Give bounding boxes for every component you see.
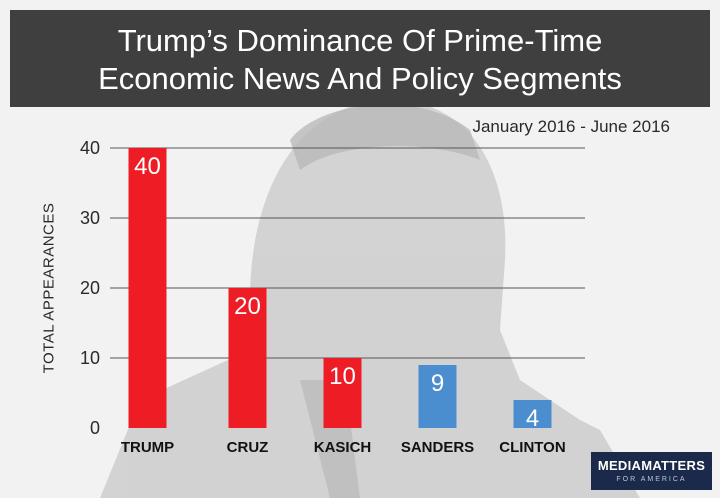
y-ticks: 0 10 20 30 40 <box>80 138 100 438</box>
value-label-kasich: 10 <box>329 363 356 390</box>
chart-title-line-1: Trump’s Dominance Of Prime-Time <box>117 23 603 58</box>
y-tick-label: 40 <box>80 138 100 158</box>
bar-kasich <box>323 358 362 428</box>
bar-trump <box>128 148 167 428</box>
media-matters-logo: MEDIAMATTERS FOR AMERICA <box>591 452 712 490</box>
y-tick-label: 0 <box>90 418 100 438</box>
logo-sub-text: FOR AMERICA <box>616 476 687 483</box>
category-label-sanders: SANDERS <box>401 439 474 456</box>
gridlines <box>110 147 585 359</box>
bars <box>128 148 552 428</box>
category-label-clinton: CLINTON <box>499 439 565 456</box>
bar-sanders <box>418 365 457 428</box>
y-tick-label: 20 <box>80 278 100 298</box>
bar-clinton <box>513 400 552 428</box>
bar-cruz <box>228 288 267 428</box>
y-tick-label: 30 <box>80 208 100 228</box>
value-label-cruz: 20 <box>234 293 261 320</box>
category-label-cruz: CRUZ <box>227 439 269 456</box>
category-label-trump: TRUMP <box>121 439 174 456</box>
value-label-trump: 40 <box>134 153 161 180</box>
chart-title-line-2: Economic News And Policy Segments <box>98 61 622 96</box>
value-label-sanders: 9 <box>431 370 444 397</box>
category-label-kasich: KASICH <box>314 439 372 456</box>
bar-labels: 40 20 10 9 4 <box>134 153 539 432</box>
logo-main-text: MEDIAMATTERS <box>597 458 706 473</box>
value-label-clinton: 4 <box>526 405 539 432</box>
date-range-subtitle: January 2016 - June 2016 <box>472 117 670 136</box>
y-tick-label: 10 <box>80 348 100 368</box>
category-labels: TRUMP CRUZ KASICH SANDERS CLINTON <box>121 439 566 456</box>
title-bar: Trump’s Dominance Of Prime-Time Economic… <box>10 10 710 107</box>
